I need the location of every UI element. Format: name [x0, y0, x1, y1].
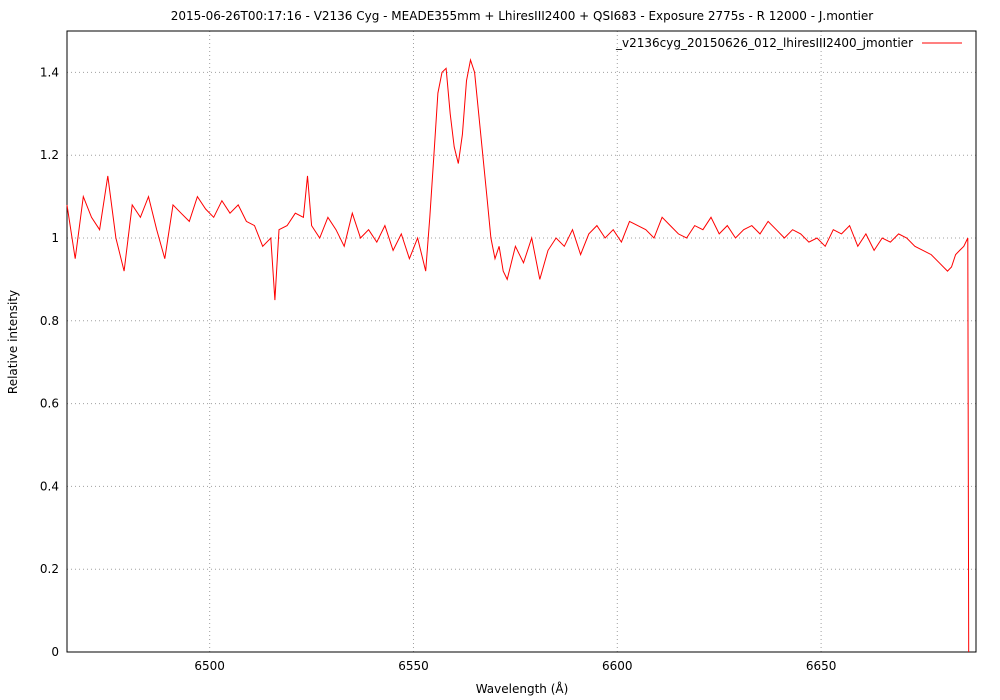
plot-frame — [66, 30, 977, 653]
y-tick-label: 0.8 — [40, 314, 59, 328]
y-tick-label: 0.2 — [40, 562, 59, 576]
legend: _v2136cyg_20150626_012_lhiresIII2400_jmo… — [615, 36, 962, 50]
axis-ticks: 6500 6550 6600 6650 0 0.2 0.4 0.6 0.8 1 1.2 1.4 — [40, 65, 836, 673]
grid — [67, 31, 976, 652]
y-axis-label: Relative intensity — [6, 290, 20, 394]
series-line — [66, 58, 970, 653]
y-tick-label: 0.6 — [40, 397, 59, 411]
x-tick-label: 6650 — [806, 659, 837, 673]
chart-title: 2015-06-26T00:17:16 - V2136 Cyg - MEADE3… — [171, 9, 874, 23]
x-axis-label: Wavelength (Å) — [476, 681, 569, 696]
y-tick-label: 0.4 — [40, 479, 59, 493]
x-tick-label: 6550 — [398, 659, 429, 673]
y-tick-label: 1.4 — [40, 65, 59, 79]
y-tick-label: 1 — [51, 231, 59, 245]
x-tick-label: 6600 — [602, 659, 633, 673]
y-tick-label: 0 — [51, 645, 59, 659]
y-tick-label: 1.2 — [40, 148, 59, 162]
legend-label: _v2136cyg_20150626_012_lhiresIII2400_jmo… — [615, 36, 913, 50]
x-tick-label: 6500 — [194, 659, 225, 673]
